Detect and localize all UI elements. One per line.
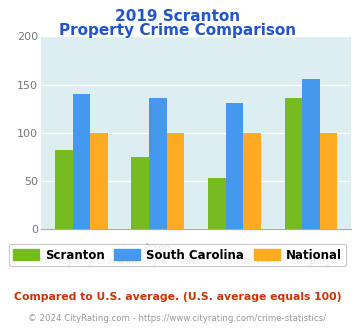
Text: Burglary: Burglary [291,257,331,266]
Text: All Property Crime: All Property Crime [38,257,125,266]
Bar [149,98,167,229]
Bar [208,178,225,229]
Text: Arson: Arson [144,243,171,252]
Bar [243,133,261,229]
Text: Compared to U.S. average. (U.S. average equals 100): Compared to U.S. average. (U.S. average … [14,292,341,302]
Text: Larceny & Theft: Larceny & Theft [120,257,196,266]
Bar [72,94,90,229]
Bar [167,133,184,229]
Text: 2019 Scranton: 2019 Scranton [115,9,240,24]
Text: © 2024 CityRating.com - https://www.cityrating.com/crime-statistics/: © 2024 CityRating.com - https://www.city… [28,314,327,323]
Bar [131,157,149,229]
Bar [284,98,302,229]
Bar [302,79,320,229]
Bar [225,103,243,229]
Bar [90,133,108,229]
Legend: Scranton, South Carolina, National: Scranton, South Carolina, National [9,244,346,266]
Text: Motor Vehicle Theft: Motor Vehicle Theft [189,257,280,266]
Bar [55,150,72,229]
Bar [320,133,337,229]
Text: Property Crime Comparison: Property Crime Comparison [59,23,296,38]
